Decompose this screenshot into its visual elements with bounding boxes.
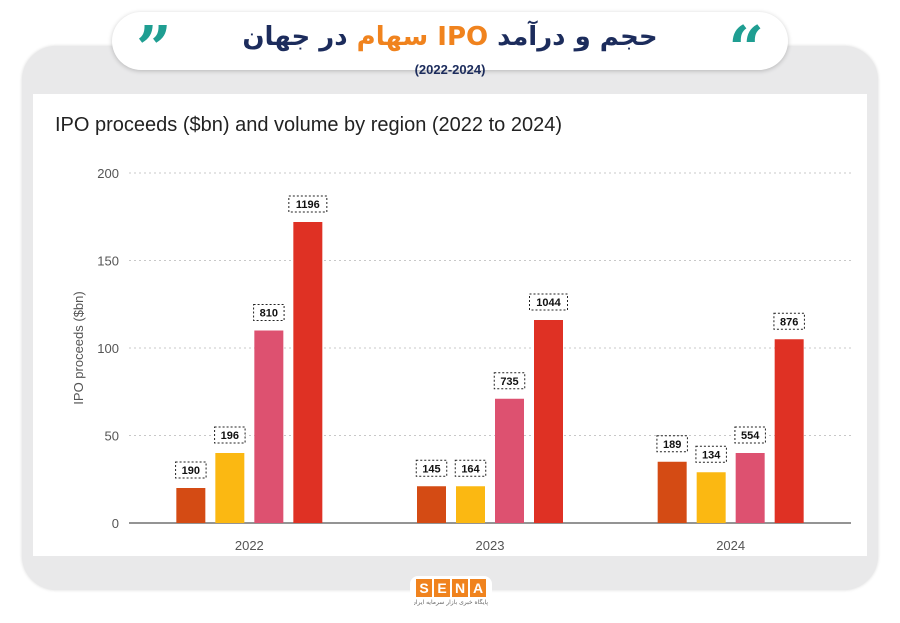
bar	[293, 222, 323, 523]
title-banner: ” حجم و درآمد IPO سهام در جهان “	[112, 12, 788, 80]
bar	[254, 330, 284, 523]
page-title: حجم و درآمد IPO سهام در جهان	[112, 20, 788, 54]
bar	[735, 453, 765, 523]
chart-title: IPO proceeds ($bn) and volume by region …	[55, 114, 562, 136]
data-label: 190	[182, 465, 200, 477]
data-label: 735	[500, 376, 518, 388]
data-label: 145	[422, 463, 440, 475]
y-tick-label: 200	[97, 166, 119, 181]
data-label: 1196	[296, 199, 320, 211]
data-label: 1044	[536, 297, 561, 309]
data-label: 876	[780, 316, 798, 328]
data-label: 810	[260, 308, 278, 320]
data-label: 554	[741, 430, 760, 442]
data-label: 134	[702, 449, 721, 461]
data-label-box	[288, 195, 328, 213]
chart-panel: IPO proceeds ($bn) and volume by region …	[33, 94, 867, 556]
y-tick-label: 50	[105, 429, 119, 444]
logo-tagline: پایگاه خبری بازار سرمایه ایران	[414, 599, 488, 606]
bar	[456, 486, 485, 523]
y-axis-label: IPO proceeds ($bn)	[71, 291, 86, 404]
sena-logo: S E N A پایگاه خبری بازار سرمایه ایران	[410, 576, 492, 612]
data-label-box	[175, 461, 207, 479]
bar-chart: 0 50 100 150 200 IPO proceeds ($bn) 190 196 810 1…	[71, 166, 851, 553]
title-part-4: در جهان	[242, 22, 348, 52]
logo-letters: S E N A	[416, 579, 486, 597]
data-label-box	[214, 426, 246, 444]
bar	[495, 398, 524, 523]
x-tick-label: 2023	[476, 538, 505, 553]
bar	[215, 453, 245, 523]
data-label-box	[253, 304, 285, 321]
y-tick-label: 0	[112, 516, 119, 531]
bar	[774, 339, 804, 523]
logo-letter: N	[452, 579, 468, 597]
logo-letter: S	[416, 579, 432, 597]
open-quote-icon: ”	[136, 12, 172, 85]
data-label: 164	[461, 463, 480, 475]
data-label-box	[415, 459, 448, 477]
y-tick-label: 100	[97, 341, 119, 356]
data-label-box	[529, 293, 568, 311]
x-tick-label: 2022	[235, 538, 264, 553]
data-label: 189	[663, 439, 681, 451]
data-label: 196	[221, 430, 239, 442]
logo-letter: A	[470, 579, 486, 597]
bar	[176, 488, 206, 523]
x-tick-label: 2024	[716, 538, 745, 553]
logo-letter: E	[434, 579, 450, 597]
bar	[657, 461, 687, 523]
close-quote-icon: “	[728, 12, 764, 85]
data-label-box	[695, 445, 727, 463]
title-part-1: حجم و درآمد	[497, 22, 658, 52]
data-label-box	[656, 435, 688, 453]
bar	[696, 472, 726, 523]
page-subtitle: (2022-2024)	[414, 62, 486, 77]
bar	[534, 320, 563, 523]
data-label-box	[454, 459, 487, 477]
title-part-2: IPO	[437, 22, 489, 52]
data-label-box	[734, 426, 766, 444]
y-tick-label: 150	[97, 254, 119, 269]
bar	[417, 486, 446, 523]
title-part-3: سهام	[356, 22, 429, 52]
data-label-box	[493, 372, 526, 390]
data-label-box	[773, 312, 805, 330]
